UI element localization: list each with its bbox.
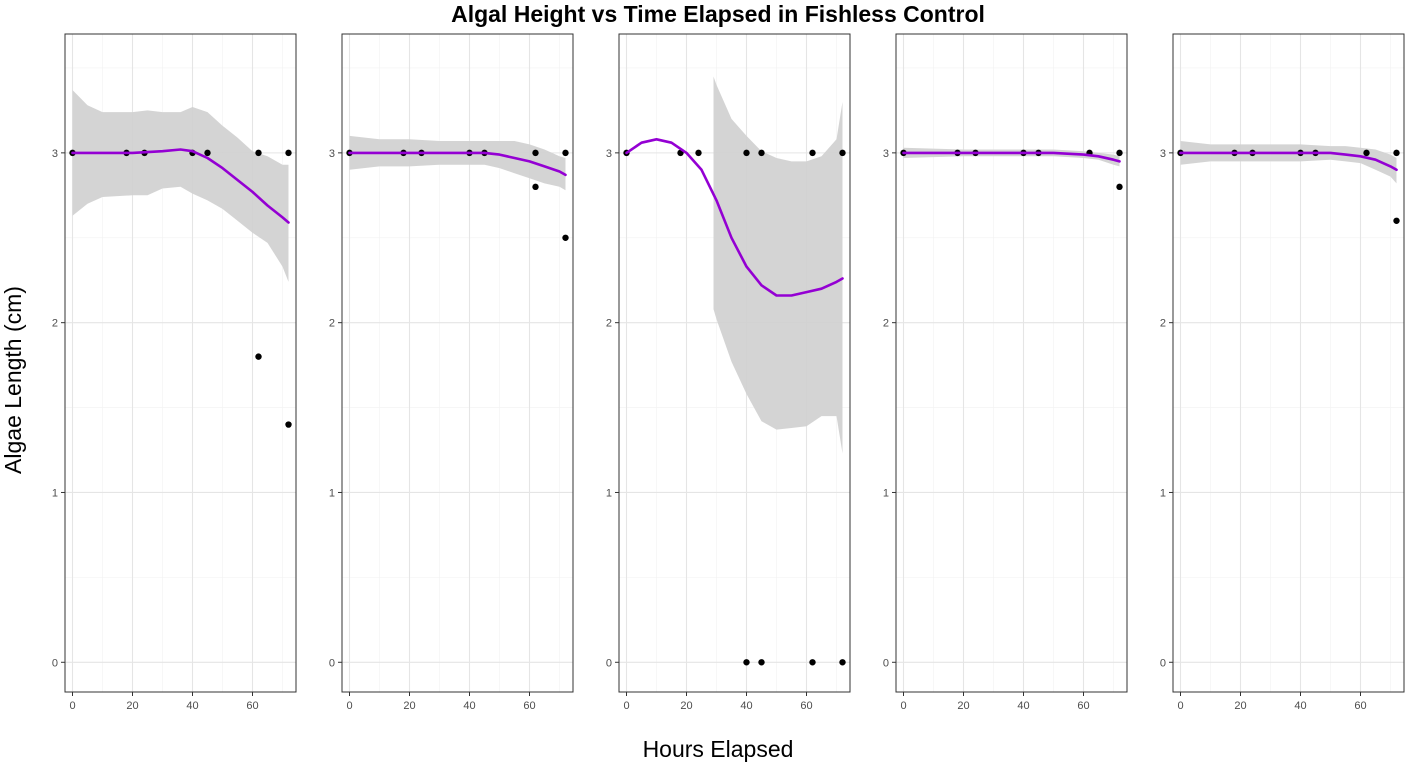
- panel-border: [64, 33, 297, 693]
- x-axis-title: Hours Elapsed: [643, 736, 794, 762]
- data-point: [758, 149, 765, 157]
- smooth-line: [71, 148, 290, 224]
- data-point: [695, 149, 702, 157]
- y-tick-label: 1: [883, 487, 889, 499]
- data-point: [255, 353, 262, 360]
- data-point: [532, 149, 539, 157]
- y-tick-label: 0: [329, 657, 335, 669]
- data-point: [1393, 149, 1400, 157]
- x-tick-label: 60: [1077, 700, 1089, 712]
- data-point: [255, 149, 262, 157]
- chart-title: Algal Height vs Time Elapsed in Fishless…: [451, 1, 985, 27]
- panel-3: 0 20 40 60 0 1 2 3: [606, 33, 851, 712]
- data-point: [1116, 183, 1123, 191]
- x-tick-label: 40: [463, 700, 475, 712]
- y-tick-label: 0: [1160, 657, 1166, 669]
- panel-border: [341, 33, 574, 693]
- y-tick-label: 1: [52, 487, 58, 499]
- x-tick-label: 20: [1234, 700, 1246, 712]
- x-tick-label: 20: [957, 700, 969, 712]
- x-tick-label: 20: [680, 700, 692, 712]
- y-tick-label: 1: [1160, 487, 1166, 499]
- panel-background: [896, 34, 1127, 692]
- data-point: [809, 659, 816, 666]
- data-point: [1393, 217, 1400, 224]
- y-tick-label: 2: [329, 318, 335, 330]
- x-tick-label: 0: [900, 700, 906, 712]
- y-tick-label: 2: [1160, 318, 1166, 330]
- panel-background: [342, 34, 573, 692]
- data-point: [743, 149, 750, 157]
- x-tick-label: 0: [623, 700, 629, 712]
- data-point: [204, 149, 211, 157]
- x-tick-label: 20: [126, 700, 138, 712]
- data-point: [1116, 149, 1123, 157]
- y-axis-title: Algae Length (cm): [0, 286, 26, 474]
- panel-5: 0 20 40 60 0 1 2 3: [1160, 33, 1405, 712]
- data-point: [285, 421, 292, 428]
- x-tick-label: 40: [1017, 700, 1029, 712]
- panel-border: [1172, 33, 1405, 693]
- data-point: [743, 659, 750, 666]
- x-tick-label: 40: [186, 700, 198, 712]
- x-tick-label: 40: [740, 700, 752, 712]
- data-point: [839, 149, 846, 157]
- y-tick-label: 1: [606, 487, 612, 499]
- data-point: [758, 659, 765, 666]
- panel-1: 0 20 40 60 0 1 2 3: [52, 33, 297, 712]
- y-tick-label: 2: [883, 318, 889, 330]
- confidence-ribbon: [349, 135, 566, 191]
- panel-4: 0 20 40 60 0 1 2 3: [883, 33, 1128, 712]
- y-tick-label: 3: [329, 148, 335, 160]
- panel-2: 0 20 40 60 0 1 2 3: [329, 33, 574, 712]
- y-tick-label: 0: [883, 657, 889, 669]
- data-point: [285, 149, 292, 157]
- panel-border: [895, 33, 1128, 693]
- x-tick-label: 60: [1354, 700, 1366, 712]
- smooth-line: [1179, 151, 1398, 172]
- data-point: [562, 234, 569, 241]
- x-tick-label: 20: [403, 700, 415, 712]
- x-tick-label: 40: [1294, 700, 1306, 712]
- y-tick-label: 3: [52, 148, 58, 160]
- smooth-line: [348, 151, 567, 177]
- x-tick-label: 0: [69, 700, 75, 712]
- y-tick-label: 0: [606, 657, 612, 669]
- x-tick-label: 0: [1177, 700, 1183, 712]
- y-tick-label: 2: [606, 318, 612, 330]
- panel-background: [1173, 34, 1404, 692]
- data-point: [839, 659, 846, 666]
- panel-border: [618, 33, 851, 693]
- data-point: [562, 149, 569, 157]
- data-point: [532, 183, 539, 191]
- data-point: [809, 149, 816, 157]
- y-tick-label: 3: [1160, 148, 1166, 160]
- confidence-ribbon: [72, 90, 289, 282]
- x-tick-label: 60: [246, 700, 258, 712]
- y-tick-label: 3: [606, 148, 612, 160]
- data-point: [1363, 149, 1370, 157]
- smooth-line: [902, 151, 1121, 163]
- x-tick-label: 60: [523, 700, 535, 712]
- confidence-ribbon: [713, 76, 843, 454]
- y-tick-label: 3: [883, 148, 889, 160]
- smooth-line: [625, 138, 844, 297]
- y-tick-label: 2: [52, 318, 58, 330]
- y-tick-label: 0: [52, 657, 58, 669]
- x-tick-label: 0: [346, 700, 352, 712]
- y-tick-label: 1: [329, 487, 335, 499]
- x-tick-label: 60: [800, 700, 812, 712]
